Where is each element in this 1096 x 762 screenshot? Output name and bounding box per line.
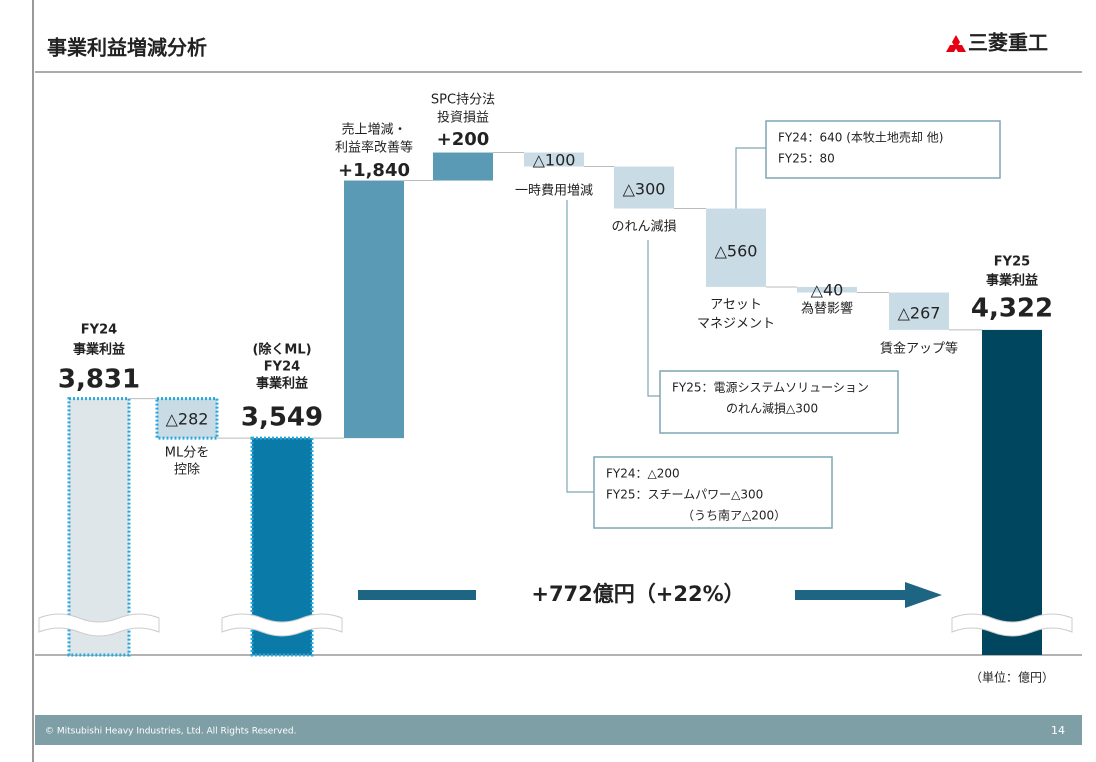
unit-note: （単位：億円） bbox=[970, 670, 1054, 685]
category-label: 一時費用増減 bbox=[515, 183, 593, 199]
callout-text: （うち南ア△200） bbox=[682, 508, 786, 523]
logo-mark bbox=[946, 35, 966, 52]
category-label: マネジメント bbox=[697, 317, 775, 332]
value-label: △300 bbox=[623, 180, 666, 199]
value-label: +1,840 bbox=[338, 160, 410, 181]
callout-box bbox=[659, 370, 899, 434]
footer-band bbox=[35, 715, 1082, 745]
category-label: のれん減損 bbox=[611, 219, 676, 235]
value-label: 3,549 bbox=[241, 403, 323, 433]
bar bbox=[433, 152, 493, 181]
callout-box bbox=[593, 456, 833, 529]
category-label: 事業利益 bbox=[256, 376, 308, 392]
value-label: 3,831 bbox=[58, 365, 140, 395]
category-label: 為替影響 bbox=[801, 301, 853, 317]
callout-text: FY24：△200 bbox=[606, 467, 680, 481]
category-label: 利益率改善等 bbox=[335, 140, 413, 156]
callout-text: のれん減損△300 bbox=[726, 401, 818, 416]
value-label: △267 bbox=[898, 304, 941, 323]
growth-arrow bbox=[358, 582, 942, 608]
bar bbox=[889, 292, 949, 330]
callout-lines bbox=[566, 147, 766, 493]
category-label: 投資損益 bbox=[437, 110, 489, 126]
category-label: FY25 bbox=[994, 255, 1030, 270]
callout-text: FY25：80 bbox=[778, 152, 835, 166]
value-label: △560 bbox=[715, 242, 758, 261]
value-label: +200 bbox=[437, 129, 490, 150]
callout-box bbox=[765, 120, 1001, 179]
value-label: △40 bbox=[811, 281, 844, 300]
category-label: 控除 bbox=[174, 463, 200, 478]
page-number: 14 bbox=[1051, 724, 1065, 737]
slide-title: 事業利益増減分析 bbox=[47, 36, 207, 60]
category-label: 事業利益 bbox=[73, 342, 125, 358]
bar bbox=[155, 397, 219, 440]
callout-text: FY24：640 (本牧土地売却 他) bbox=[778, 130, 943, 145]
callout-text: FY25：スチームパワー△300 bbox=[606, 488, 763, 502]
axis-break bbox=[951, 613, 1073, 637]
category-label: ML分を bbox=[165, 446, 209, 461]
category-label: 賃金アップ等 bbox=[880, 341, 958, 357]
bar bbox=[524, 152, 584, 167]
callout-text: FY25：電源システムソリューション bbox=[672, 381, 869, 395]
bar bbox=[797, 286, 857, 293]
value-label: △282 bbox=[166, 410, 209, 429]
category-label: アセット bbox=[710, 298, 762, 313]
bar bbox=[614, 166, 674, 209]
category-label: SPC持分法 bbox=[431, 93, 495, 108]
bar bbox=[67, 397, 131, 657]
axis-break bbox=[38, 613, 160, 637]
category-label: 売上増減・ bbox=[341, 122, 406, 138]
category-label: FY24 bbox=[81, 323, 117, 338]
category-label: 事業利益 bbox=[986, 273, 1038, 289]
copyright: © Mitsubishi Heavy Industries, Ltd. All … bbox=[45, 727, 297, 737]
value-label: 4,322 bbox=[971, 294, 1053, 324]
bar bbox=[344, 180, 404, 439]
value-label: △100 bbox=[533, 151, 576, 170]
growth-annotation: +772億円（+22%） bbox=[531, 582, 744, 606]
axis-break bbox=[221, 613, 343, 637]
logo-text: 三菱重工 bbox=[968, 31, 1048, 55]
bar bbox=[706, 208, 766, 287]
bar bbox=[982, 329, 1042, 655]
category-label: (除くML) bbox=[252, 342, 311, 358]
category-label: FY24 bbox=[264, 360, 300, 375]
